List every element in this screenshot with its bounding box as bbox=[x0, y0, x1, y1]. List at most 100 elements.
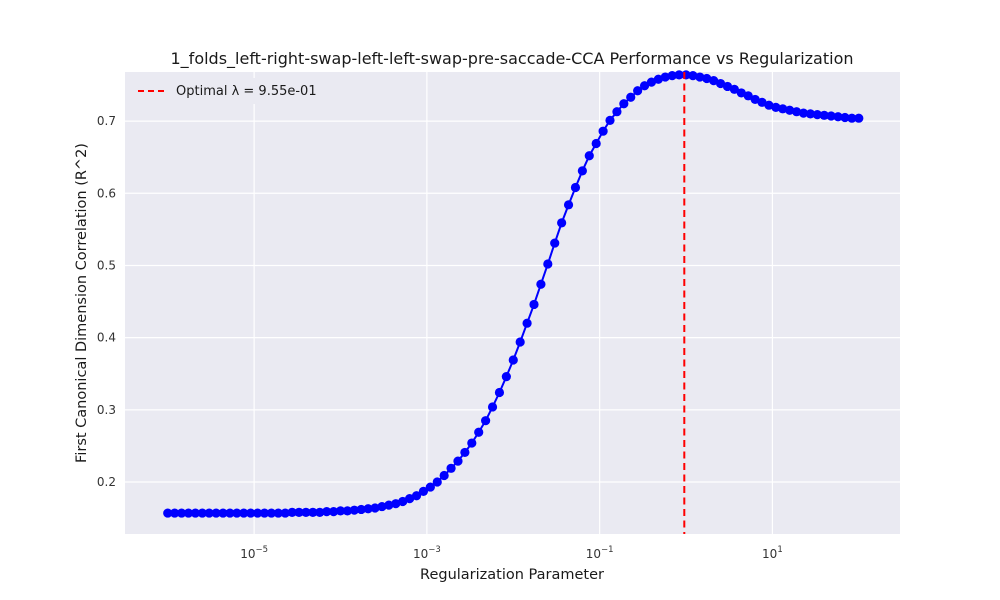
data-point bbox=[646, 77, 657, 87]
data-point bbox=[322, 507, 332, 517]
data-point bbox=[176, 508, 187, 518]
data-point bbox=[197, 508, 207, 518]
legend: Optimal λ = 9.55e-01 bbox=[132, 78, 318, 104]
data-point bbox=[764, 100, 774, 110]
data-point bbox=[522, 318, 532, 328]
data-point bbox=[605, 115, 615, 125]
data-point bbox=[266, 508, 276, 518]
data-point bbox=[432, 477, 442, 487]
data-point bbox=[757, 97, 767, 107]
data-point bbox=[232, 508, 242, 518]
data-point bbox=[294, 507, 304, 517]
grid-lines bbox=[125, 72, 900, 534]
data-point bbox=[481, 416, 491, 426]
x-axis-label: Regularization Parameter bbox=[420, 567, 604, 583]
x-tick-base: 10 bbox=[240, 547, 255, 561]
plot-area bbox=[125, 72, 900, 534]
tick-labels: 0.20.30.40.50.60.710−5 10−3 10−1 101 bbox=[97, 114, 783, 561]
data-point bbox=[812, 109, 822, 120]
data-point bbox=[619, 99, 629, 109]
y-tick-label: 0.2 bbox=[97, 475, 116, 489]
data-point bbox=[183, 508, 194, 518]
data-point bbox=[591, 138, 601, 149]
data-point bbox=[439, 470, 449, 481]
data-point bbox=[557, 218, 567, 228]
x-tick-label: 10−1 bbox=[586, 545, 614, 561]
data-point bbox=[460, 447, 470, 458]
data-point bbox=[308, 507, 318, 517]
legend-box bbox=[132, 78, 318, 104]
data-point bbox=[584, 151, 594, 161]
data-point bbox=[515, 337, 525, 347]
data-point bbox=[612, 107, 622, 117]
data-point bbox=[218, 508, 228, 518]
x-tick-label: 101 bbox=[762, 545, 783, 561]
data-point bbox=[826, 111, 836, 121]
x-tick-base: 10 bbox=[413, 547, 428, 561]
data-point bbox=[301, 507, 311, 517]
data-point bbox=[239, 508, 249, 518]
data-point bbox=[722, 81, 733, 92]
data-point bbox=[170, 508, 180, 518]
data-point bbox=[847, 113, 857, 123]
data-point bbox=[363, 504, 373, 514]
chart-title: 1_folds_left-right-swap-left-left-swap-p… bbox=[171, 49, 854, 69]
data-point bbox=[702, 73, 712, 84]
data-point bbox=[342, 506, 353, 516]
y-tick-label: 0.5 bbox=[97, 258, 116, 272]
data-point bbox=[425, 482, 435, 492]
x-tick-label: 10−3 bbox=[413, 545, 441, 561]
data-point bbox=[833, 112, 843, 122]
data-point bbox=[688, 71, 698, 81]
data-point bbox=[501, 372, 511, 382]
data-point bbox=[315, 507, 325, 517]
data-point bbox=[840, 112, 850, 123]
y-tick-label: 0.4 bbox=[97, 331, 116, 345]
data-point bbox=[674, 70, 684, 80]
data-point bbox=[791, 107, 802, 117]
x-tick-label: 10−5 bbox=[240, 545, 268, 561]
data-point bbox=[798, 108, 809, 118]
data-point bbox=[335, 506, 346, 516]
data-point bbox=[163, 508, 173, 518]
data-point bbox=[805, 109, 816, 119]
data-point bbox=[743, 91, 753, 101]
data-point bbox=[570, 182, 581, 193]
data-point bbox=[778, 104, 788, 114]
data-point bbox=[246, 508, 256, 518]
data-point bbox=[190, 508, 200, 518]
y-tick-label: 0.7 bbox=[97, 114, 116, 128]
data-point bbox=[384, 500, 394, 510]
data-point bbox=[529, 299, 539, 310]
data-point bbox=[653, 74, 663, 84]
data-point bbox=[405, 494, 415, 504]
data-point bbox=[736, 88, 746, 98]
data-point bbox=[563, 200, 574, 210]
data-point bbox=[536, 279, 546, 289]
data-point bbox=[667, 71, 677, 81]
y-axis-label: First Canonical Dimension Correlation (R… bbox=[74, 143, 90, 463]
data-point bbox=[494, 387, 505, 398]
data-point bbox=[819, 110, 829, 120]
data-point bbox=[729, 84, 740, 94]
data-point bbox=[259, 508, 270, 518]
data-point bbox=[398, 496, 408, 507]
data-point bbox=[418, 486, 429, 497]
x-tick-base: 10 bbox=[762, 547, 777, 561]
data-point bbox=[446, 463, 456, 473]
data-point bbox=[785, 105, 795, 115]
legend-label-optimal: Optimal λ = 9.55e-01 bbox=[176, 84, 317, 99]
data-point bbox=[474, 427, 484, 437]
data-point bbox=[750, 94, 760, 105]
data-point bbox=[854, 113, 864, 123]
data-point bbox=[211, 508, 221, 518]
data-point bbox=[370, 503, 380, 513]
data-point bbox=[287, 507, 297, 517]
data-point bbox=[508, 355, 518, 365]
x-tick-exponent: −3 bbox=[428, 545, 441, 555]
data-point bbox=[695, 72, 705, 82]
data-point bbox=[252, 508, 263, 518]
data-point bbox=[550, 238, 560, 248]
x-tick-base: 10 bbox=[586, 547, 601, 561]
